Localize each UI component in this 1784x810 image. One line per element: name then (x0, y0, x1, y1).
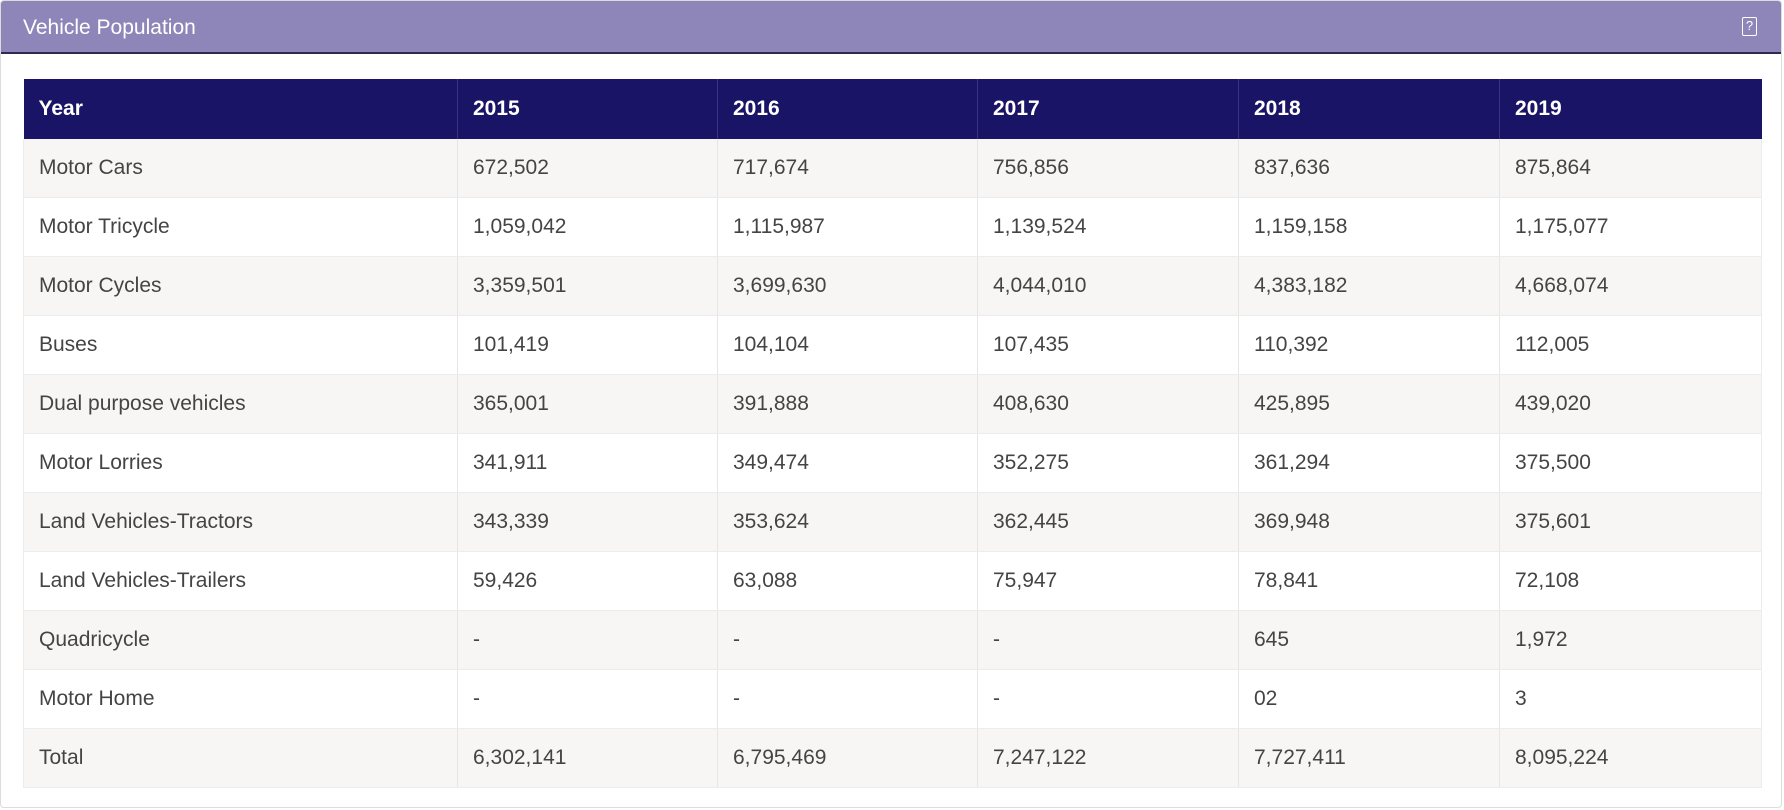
table-cell: - (717, 610, 978, 670)
table-cell: 875,864 (1499, 139, 1762, 198)
column-header-2019: 2019 (1499, 79, 1762, 139)
table-cell: 672,502 (457, 139, 718, 198)
table-cell: - (977, 610, 1239, 670)
table-cell: 59,426 (457, 551, 718, 611)
panel-title: Vehicle Population (23, 16, 196, 39)
table-cell: 110,392 (1238, 315, 1500, 375)
table-cell: 1,175,077 (1499, 197, 1762, 257)
table-cell: 3 (1499, 669, 1762, 729)
table-cell: 78,841 (1238, 551, 1500, 611)
table-cell: 1,115,987 (717, 197, 978, 257)
table-row: Dual purpose vehicles 365,001 391,888 408,6… (23, 374, 1762, 434)
panel-header: Vehicle Population ? (1, 1, 1781, 54)
table-cell: 425,895 (1238, 374, 1500, 434)
row-label: Dual purpose vehicles (23, 374, 458, 434)
table-cell: 717,674 (717, 139, 978, 198)
table-cell: 343,339 (457, 492, 718, 552)
table-cell: 352,275 (977, 433, 1239, 493)
table-cell: 439,020 (1499, 374, 1762, 434)
table-cell: 349,474 (717, 433, 978, 493)
table-cell: 391,888 (717, 374, 978, 434)
table-cell: 361,294 (1238, 433, 1500, 493)
table-cell: 7,727,411 (1238, 728, 1500, 788)
table-row: Motor Lorries 341,911 349,474 352,275 361,29… (23, 433, 1762, 493)
table-cell: 369,948 (1238, 492, 1500, 552)
row-label: Buses (23, 315, 458, 375)
table-cell: 362,445 (977, 492, 1239, 552)
table-header: Year 2015 2016 2017 2018 2019 (23, 79, 1762, 139)
table-row: Motor Cycles 3,359,501 3,699,630 4,044,010 4… (23, 256, 1762, 316)
row-label: Motor Tricycle (23, 197, 458, 257)
row-label: Motor Home (23, 669, 458, 729)
table-cell: 104,104 (717, 315, 978, 375)
column-header-2018: 2018 (1238, 79, 1500, 139)
table-cell: 8,095,224 (1499, 728, 1762, 788)
table-cell: 375,500 (1499, 433, 1762, 493)
row-label: Total (23, 728, 458, 788)
column-header-year: Year (23, 79, 458, 139)
column-header-2017: 2017 (977, 79, 1239, 139)
table-cell: 341,911 (457, 433, 718, 493)
table-row: Buses 101,419 104,104 107,435 110,392 112,005 (23, 315, 1762, 375)
table-cell: 7,247,122 (977, 728, 1239, 788)
table-cell: - (717, 669, 978, 729)
table-cell: 6,302,141 (457, 728, 718, 788)
table-body: Motor Cars 672,502 717,674 756,856 837,636 87… (23, 139, 1762, 788)
row-label: Motor Cars (23, 139, 458, 198)
table-cell: 101,419 (457, 315, 718, 375)
table-row: Motor Home - - -02 3 (23, 669, 1762, 729)
table-cell: 112,005 (1499, 315, 1762, 375)
table-cell: 375,601 (1499, 492, 1762, 552)
row-label: Motor Cycles (23, 256, 458, 316)
table-cell: 4,044,010 (977, 256, 1239, 316)
table-cell: 1,139,524 (977, 197, 1239, 257)
table-cell: - (977, 669, 1239, 729)
row-label: Motor Lorries (23, 433, 458, 493)
row-label: Quadricycle (23, 610, 458, 670)
table-row: Motor Tricycle 1,059,042 1,115,987 1,139,52… (23, 197, 1762, 257)
table-cell: 63,088 (717, 551, 978, 611)
table-cell: - (457, 669, 718, 729)
table-cell: 1,159,158 (1238, 197, 1500, 257)
table-cell: 4,383,182 (1238, 256, 1500, 316)
table-cell: 3,699,630 (717, 256, 978, 316)
column-header-2016: 2016 (717, 79, 978, 139)
table-cell: 02 (1238, 669, 1500, 729)
row-label: Land Vehicles-Trailers (23, 551, 458, 611)
table-cell: 6,795,469 (717, 728, 978, 788)
table-cell: 3,359,501 (457, 256, 718, 316)
table-cell: 756,856 (977, 139, 1239, 198)
table-cell: 107,435 (977, 315, 1239, 375)
row-label: Land Vehicles-Tractors (23, 492, 458, 552)
table-container: Year 2015 2016 2017 2018 2019 Motor Cars 672,5… (23, 79, 1762, 788)
table-cell: 4,668,074 (1499, 256, 1762, 316)
table-cell: 353,624 (717, 492, 978, 552)
table-cell: 645 (1238, 610, 1500, 670)
table-cell: 365,001 (457, 374, 718, 434)
table-row: Land Vehicles-Trailers 59,426 63,088 75,947… (23, 551, 1762, 611)
table-row: Quadricycle - - -645 1,972 (23, 610, 1762, 670)
table-cell: 1,972 (1499, 610, 1762, 670)
table-cell: 75,947 (977, 551, 1239, 611)
table-cell: 408,630 (977, 374, 1239, 434)
vehicle-population-table: Year 2015 2016 2017 2018 2019 Motor Cars 672,5… (23, 79, 1762, 788)
help-icon[interactable]: ? (1742, 17, 1757, 36)
column-header-2015: 2015 (457, 79, 718, 139)
table-cell: - (457, 610, 718, 670)
table-row: Total 6,302,141 6,795,469 7,247,122 7,727,41… (23, 728, 1762, 788)
table-cell: 837,636 (1238, 139, 1500, 198)
header-row: Year 2015 2016 2017 2018 2019 (23, 79, 1762, 139)
table-cell: 1,059,042 (457, 197, 718, 257)
table-row: Land Vehicles-Tractors 343,339 353,624 362,… (23, 492, 1762, 552)
table-row: Motor Cars 672,502 717,674 756,856 837,636 87… (23, 139, 1762, 198)
table-cell: 72,108 (1499, 551, 1762, 611)
